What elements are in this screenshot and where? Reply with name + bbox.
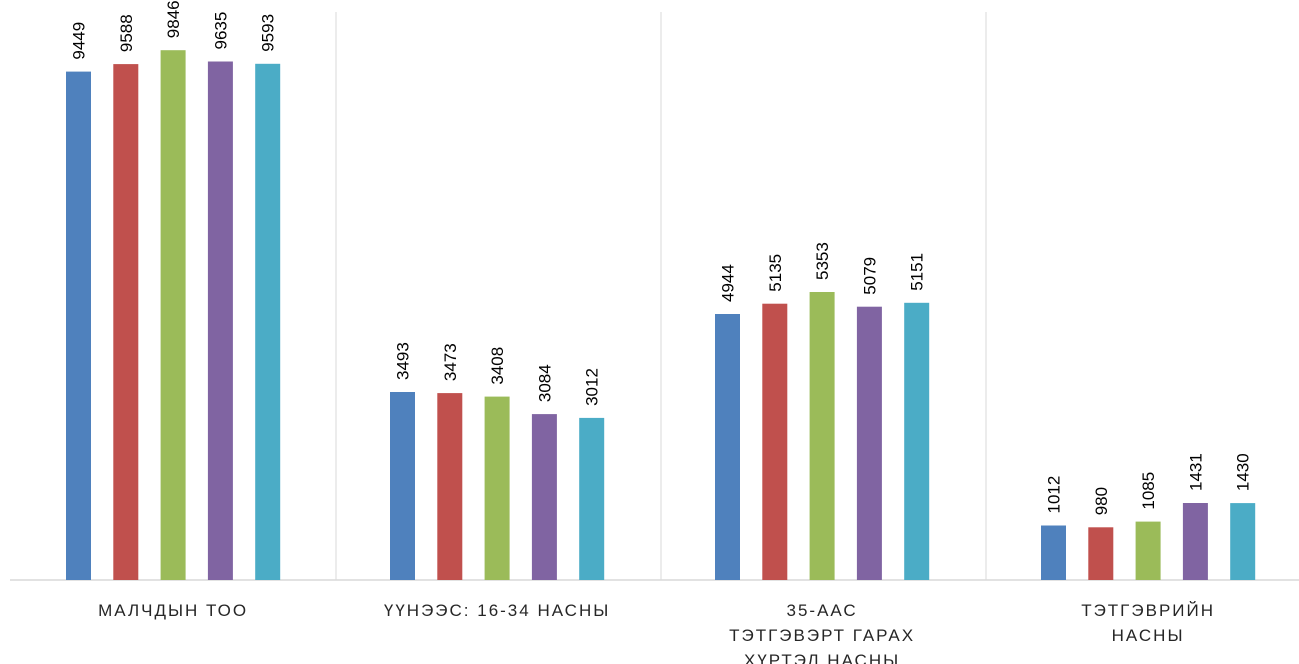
data-label: 1012 [1045, 476, 1064, 514]
data-label: 3408 [488, 347, 507, 385]
category-tick-label: 35-ААС [787, 601, 858, 620]
data-label: 3493 [394, 342, 413, 380]
category-tick-label: ТЭТГЭВЭРТ ГАРАХ [729, 626, 915, 645]
bar [809, 292, 835, 580]
data-label: 5135 [766, 254, 785, 292]
data-label: 1431 [1186, 453, 1205, 491]
value-labels: 9449 3493 4944 1012 9588 3473 5135 980 9846 3408 5… [70, 0, 1253, 515]
category-tick-label: ҮҮНЭЭС: 16-34 НАСНЫ [384, 601, 610, 620]
data-label: 5151 [908, 253, 927, 291]
data-label: 9449 [70, 22, 89, 60]
data-label: 4944 [719, 264, 738, 302]
data-label: 9635 [211, 12, 230, 50]
bar [113, 64, 139, 581]
bar [762, 303, 788, 580]
bar [1041, 525, 1066, 580]
data-label: 9846 [164, 0, 183, 38]
category-tick-label: ТЭТГЭВРИЙН [1081, 601, 1215, 620]
bar [856, 306, 882, 580]
bar [437, 393, 463, 580]
bar [1230, 503, 1256, 580]
data-label: 3012 [583, 368, 602, 406]
category-tick-label: НАСНЫ [1112, 626, 1185, 645]
category-dividers [335, 12, 987, 580]
data-label: 9593 [259, 14, 278, 52]
bars [66, 50, 1256, 581]
data-label: 1085 [1139, 472, 1158, 510]
bar [904, 302, 930, 580]
data-label: 5353 [813, 242, 832, 280]
data-label: 3473 [441, 343, 460, 381]
data-label: 5079 [860, 257, 879, 295]
bar [207, 61, 233, 580]
category-labels: МАЛЧДЫН ТОО ҮҮНЭЭС: 16-34 НАСНЫ 35-ААС ТЭТГ… [98, 601, 1215, 664]
bar [255, 63, 281, 581]
category-tick-label: МАЛЧДЫН ТОО [98, 601, 248, 620]
bar [160, 50, 186, 580]
bar [1182, 503, 1208, 580]
data-label: 9588 [117, 14, 136, 52]
bar [1135, 521, 1161, 580]
bar [390, 392, 415, 580]
bar [1088, 527, 1114, 580]
bar [531, 414, 557, 580]
category-tick-label: ХҮРТЭЛ НАСНЫ [744, 651, 900, 664]
data-label: 1430 [1234, 453, 1253, 491]
data-label: 3084 [535, 364, 554, 402]
bar [66, 71, 91, 580]
bar [484, 396, 510, 580]
data-label: 980 [1092, 487, 1111, 515]
bar [579, 417, 605, 580]
bar [715, 314, 740, 580]
